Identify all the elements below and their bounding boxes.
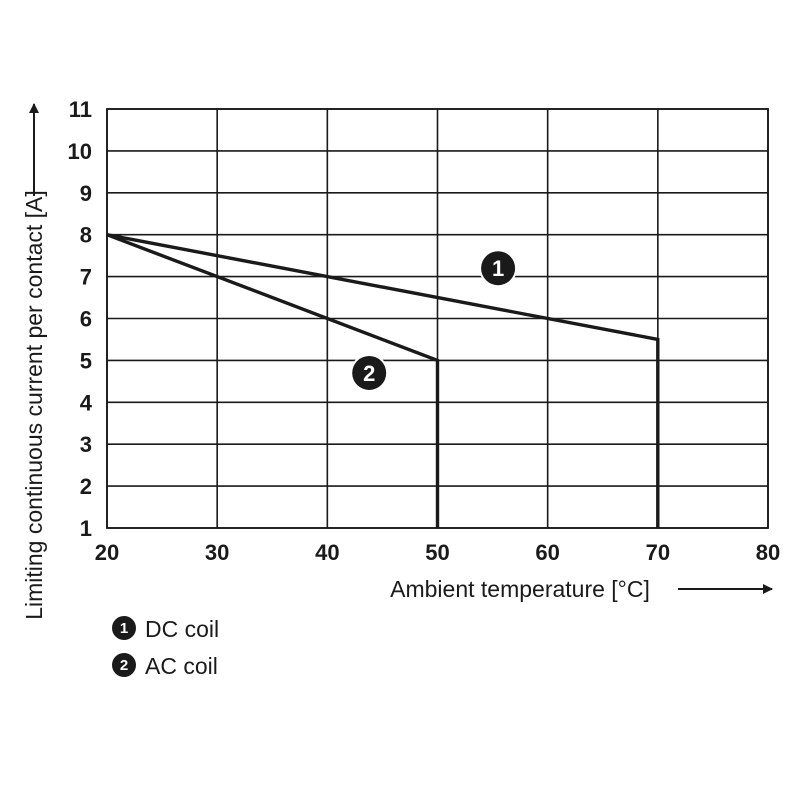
y-tick-label: 10: [68, 139, 92, 164]
y-tick-label: 8: [80, 223, 92, 248]
series-markers: 12: [350, 249, 518, 392]
x-tick-label: 60: [535, 540, 559, 565]
legend-marker-dc: [112, 616, 136, 640]
y-tick-label: 5: [80, 348, 92, 373]
x-tick-label: 40: [315, 540, 339, 565]
legend-item-ac: 2 AC coil: [112, 653, 218, 679]
y-tick-label: 7: [80, 265, 92, 290]
grid: [106, 108, 769, 529]
series-line-dc-coil: [106, 233, 660, 528]
x-tick-label: 20: [95, 540, 119, 565]
series-marker-label-ac-coil: 2: [363, 361, 375, 386]
series-lines: [106, 233, 660, 528]
y-axis-title: Limiting continuous current per contact …: [21, 190, 47, 620]
series-marker-label-dc-coil: 1: [492, 256, 504, 281]
legend-marker-dc-label: 1: [120, 620, 128, 637]
y-tick-label: 9: [80, 181, 92, 206]
legend-label-dc: DC coil: [145, 616, 219, 642]
series-marker-dc-coil: [481, 251, 516, 286]
legend-item-dc: 1 DC coil: [112, 616, 219, 642]
legend-marker-ac-label: 2: [120, 657, 128, 674]
series-marker-ac-coil: [352, 355, 387, 390]
x-tick-label: 30: [205, 540, 229, 565]
x-tick-label: 50: [425, 540, 449, 565]
x-tick-label: 80: [756, 540, 780, 565]
legend: 1 DC coil 2 AC coil: [112, 616, 219, 679]
y-tick-label: 11: [69, 97, 92, 122]
legend-marker-ac: [112, 653, 136, 677]
legend-label-ac: AC coil: [145, 653, 218, 679]
x-axis-title: Ambient temperature [°C]: [390, 576, 650, 602]
y-tick-label: 2: [80, 474, 92, 499]
y-tick-label: 1: [80, 516, 92, 541]
y-tick-label: 4: [80, 390, 93, 415]
series-line-ac-coil: [106, 233, 440, 528]
x-tick-label: 70: [646, 540, 670, 565]
y-tick-label: 6: [80, 307, 92, 332]
y-tick-label: 3: [80, 432, 92, 457]
